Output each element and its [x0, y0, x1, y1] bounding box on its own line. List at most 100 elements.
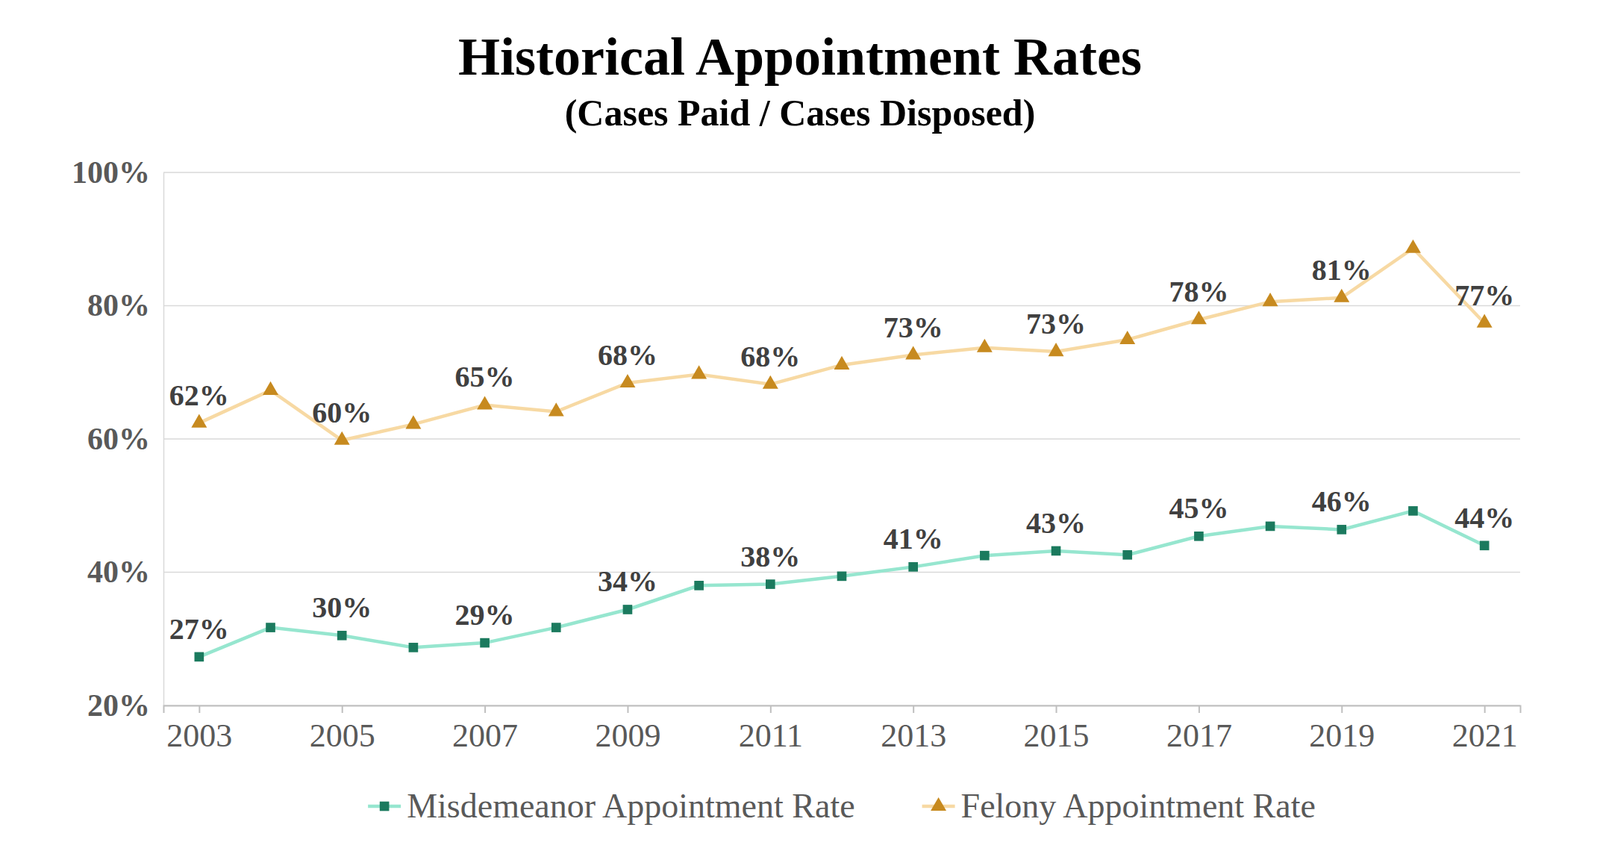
grid: [163, 172, 1521, 706]
x-tick-label: 2013: [880, 717, 947, 754]
x-tick: 2007: [452, 705, 518, 754]
x-tick-label: 2003: [166, 717, 233, 754]
data-label: 46%: [1311, 484, 1372, 518]
x-tick: 2003: [166, 705, 233, 754]
data-label: 38%: [740, 539, 800, 574]
series-marker: [837, 571, 848, 582]
series-marker: [476, 395, 493, 409]
y-tick: 60%: [87, 421, 164, 456]
y-tick: 80%: [87, 288, 164, 323]
data-label: 27%: [169, 611, 230, 646]
data-label: 78%: [1168, 274, 1229, 309]
series-marker: [1191, 310, 1207, 324]
series-marker: [762, 375, 779, 389]
y-tick: 100%: [71, 155, 164, 190]
data-label: 44%: [1454, 500, 1515, 535]
x-tick: 2005: [309, 705, 376, 754]
x-tick: 2019: [1308, 705, 1375, 754]
legend: Misdemeanor Appointment Rate Felony Appoi…: [367, 786, 1316, 825]
data-label: 30%: [311, 590, 372, 624]
x-tick-mark: [1484, 705, 1486, 713]
series-marker: [479, 638, 490, 648]
grid-line: [163, 171, 1521, 174]
x-tick: 2009: [594, 705, 661, 754]
series-marker: [691, 364, 707, 379]
series-marker: [1051, 546, 1062, 556]
series-marker: [265, 622, 276, 633]
x-tick-mark: [198, 705, 200, 713]
data-label: 41%: [883, 521, 944, 556]
grid-line: [163, 305, 1521, 307]
plot-marks: [191, 239, 1492, 662]
x-tick-mark: [770, 705, 772, 713]
series-marker: [334, 431, 350, 445]
x-tick-label: 2015: [1023, 717, 1090, 754]
series-marker: [765, 579, 776, 589]
series-marker: [1265, 521, 1276, 532]
title: Historical Appointment Rates: [458, 26, 1142, 87]
data-label: 34%: [597, 564, 658, 598]
series-marker: [908, 561, 918, 572]
x-tick-mark: [1341, 705, 1343, 713]
data-label: 65%: [455, 359, 515, 394]
x-tick-label: 2007: [452, 717, 518, 754]
series-marker: [337, 630, 348, 641]
data-label: 73%: [883, 310, 944, 345]
x-tick-label: 2009: [594, 717, 661, 754]
x-tick-mark: [341, 705, 344, 713]
grid-line: [163, 438, 1521, 440]
series-marker: [408, 642, 419, 653]
legend-item: Felony Appointment Rate: [922, 786, 1316, 825]
y-tick-label: 20%: [87, 688, 150, 723]
x-tick-mark: [1055, 705, 1058, 713]
data-label: 60%: [311, 395, 372, 430]
y-tick-label: 100%: [71, 155, 150, 190]
y-tick-label: 80%: [87, 288, 150, 323]
x-tick-mark: [912, 705, 915, 713]
x-tick-mark: [626, 705, 629, 713]
data-labels: 27%30%29%34%38%41%43%45%46%44%62%60%65%6…: [169, 252, 1515, 646]
data-label: 43%: [1026, 505, 1086, 540]
y-tick: 20%: [87, 688, 164, 723]
x-tick-label: 2021: [1452, 717, 1518, 754]
x-tick: 2021: [1452, 705, 1518, 754]
x-tick: 2017: [1166, 705, 1233, 754]
series-marker: [1336, 524, 1347, 535]
data-label: 77%: [1454, 278, 1515, 312]
series-marker: [405, 414, 421, 429]
legend-marker: [930, 797, 947, 811]
legend-label: Felony Appointment Rate: [961, 786, 1316, 825]
series-line: [199, 510, 1485, 656]
y-tick-label: 40%: [87, 554, 150, 589]
data-label: 29%: [455, 597, 515, 632]
series-marker: [976, 338, 993, 353]
data-label: 68%: [597, 338, 658, 372]
data-label: 81%: [1311, 252, 1372, 287]
series-marker: [1122, 550, 1133, 560]
y-tick: 40%: [87, 554, 164, 589]
x-tick-label: 2011: [738, 717, 803, 754]
x-tick: 2013: [880, 705, 947, 754]
series-marker: [619, 373, 636, 388]
legend-marker: [379, 801, 390, 812]
data-label: 68%: [740, 339, 800, 374]
y-axis: 20% 40% 60% 80% 100%: [71, 155, 165, 723]
x-tick-mark: [484, 705, 486, 713]
series-marker: [623, 604, 633, 615]
series-marker: [1405, 239, 1421, 253]
series-marker: [1479, 540, 1490, 550]
series-marker: [1048, 342, 1065, 356]
legend-label: Misdemeanor Appointment Rate: [406, 786, 855, 825]
series-marker: [1333, 288, 1350, 303]
y-tick-label: 60%: [87, 421, 150, 456]
y-axis-line: [163, 173, 165, 706]
series-marker: [551, 622, 562, 633]
x-tick-label: 2005: [309, 717, 376, 754]
series-line: [199, 248, 1485, 441]
x-tick-label: 2019: [1308, 717, 1375, 754]
x-tick: 2011: [738, 705, 803, 754]
data-label: 73%: [1026, 306, 1086, 341]
x-axis: 2003 2005 2007 2009 2011 2013 2015 2017 2019 2021: [164, 705, 1521, 754]
series-marker: [1119, 330, 1136, 345]
series-marker: [1476, 314, 1493, 328]
